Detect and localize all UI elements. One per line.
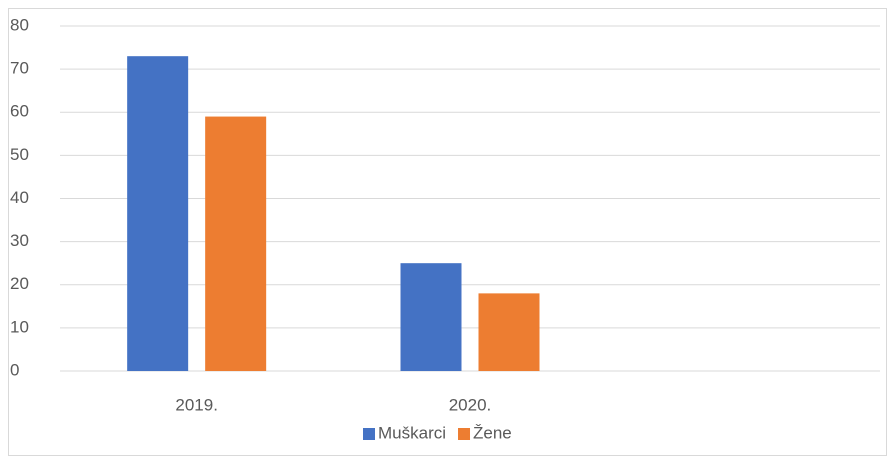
y-tick-label: 0 — [10, 360, 19, 379]
y-tick-label: 60 — [10, 102, 29, 121]
y-tick-label: 80 — [10, 15, 29, 34]
x-tick-label: 2019. — [175, 395, 218, 414]
y-tick-label: 30 — [10, 231, 29, 250]
bar — [400, 263, 462, 371]
y-tick-label: 40 — [10, 188, 29, 207]
y-tick-label: 70 — [10, 59, 29, 78]
y-tick-label: 10 — [10, 317, 29, 336]
legend-label: Žene — [473, 423, 512, 442]
legend-swatch — [363, 428, 375, 440]
bar — [205, 116, 267, 371]
legend-swatch — [458, 428, 471, 440]
bar — [127, 56, 189, 371]
y-tick-label: 50 — [10, 145, 29, 164]
legend-label: Muškarci — [378, 423, 446, 442]
bar — [478, 293, 540, 371]
x-tick-label: 2020. — [449, 395, 492, 414]
y-tick-label: 20 — [10, 274, 29, 293]
